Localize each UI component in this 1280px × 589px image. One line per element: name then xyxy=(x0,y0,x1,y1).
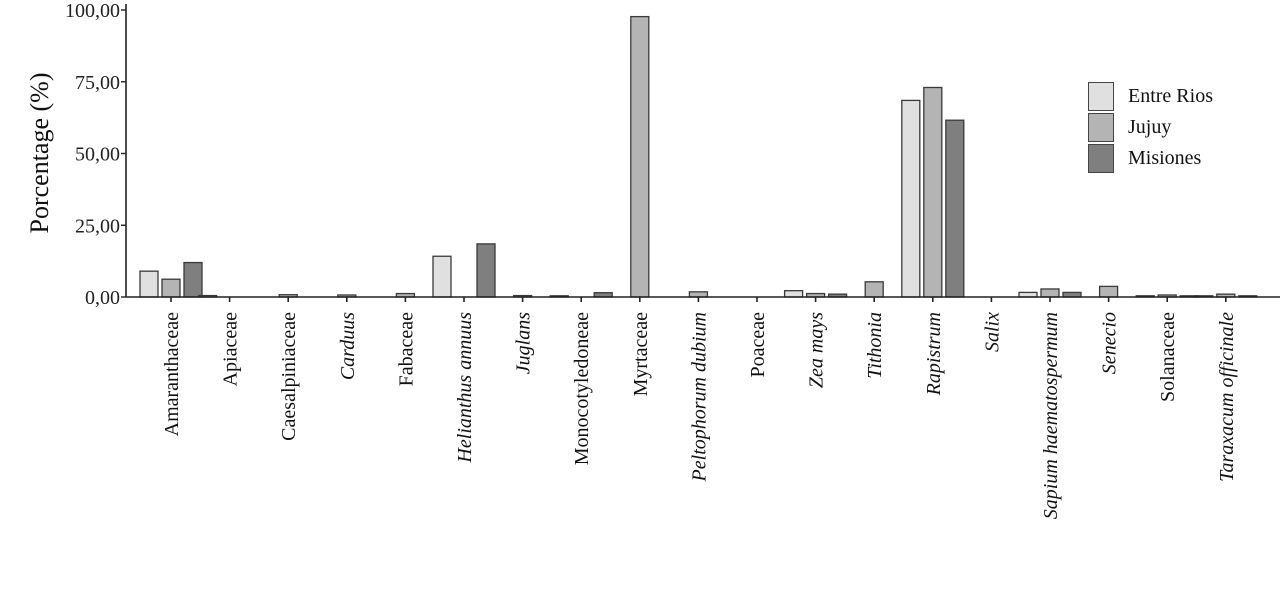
bar xyxy=(923,86,943,298)
legend-label: Jujuy xyxy=(1128,116,1172,138)
x-tick-label: Apiaceae xyxy=(220,312,242,387)
x-tick-label: Amaranthaceae xyxy=(161,312,183,436)
y-tick-label: 25,00 xyxy=(75,215,120,237)
legend-label: Misiones xyxy=(1128,147,1202,169)
bar xyxy=(161,278,181,298)
bar xyxy=(1098,285,1119,298)
y-tick-label: 75,00 xyxy=(75,72,120,94)
x-tick-label: Poaceae xyxy=(747,312,769,378)
x-tick-label: Fabaceae xyxy=(395,312,417,387)
x-tick-label: Tithonia xyxy=(864,312,886,379)
x-tick-label: Sapium haematospermum xyxy=(1040,312,1062,519)
x-tick-label: Carduus xyxy=(337,312,359,380)
bar xyxy=(1040,288,1060,298)
legend-swatch xyxy=(1088,82,1114,111)
bar xyxy=(630,15,650,298)
x-tick-label: Zea mays xyxy=(806,312,828,388)
x-tick-label: Taraxacum officinale xyxy=(1216,312,1238,482)
x-tick-label: Solanaceae xyxy=(1157,312,1179,402)
legend-swatch xyxy=(1088,144,1114,173)
y-tick-label: 0,00 xyxy=(85,287,120,309)
x-tick-label: Juglans xyxy=(513,312,535,374)
bar xyxy=(864,281,884,298)
x-tick-label: Salix xyxy=(981,312,1003,352)
x-tick-label: Monocotyledoneae xyxy=(571,312,593,465)
legend-item-entre-rios: Entre Rios xyxy=(1088,81,1213,112)
legend-swatch xyxy=(1088,113,1114,142)
bar xyxy=(901,99,921,298)
bar xyxy=(183,261,203,298)
x-tick-label: Rapistrum xyxy=(923,312,945,396)
x-tick-label: Caesalpiniaceae xyxy=(278,312,300,441)
y-tick-label: 100,00 xyxy=(65,0,120,22)
bar xyxy=(945,119,965,298)
legend-item-misiones: Misiones xyxy=(1088,143,1213,174)
bar xyxy=(476,243,496,298)
bar xyxy=(432,255,452,298)
bar xyxy=(139,270,159,298)
x-tick-label: Peltophorum dubium xyxy=(688,312,710,482)
bar xyxy=(783,290,804,298)
legend-label: Entre Rios xyxy=(1128,85,1213,107)
y-tick-label: 50,00 xyxy=(75,144,120,166)
y-axis-label: Porcentage (%) xyxy=(25,72,54,234)
x-tick-label: Myrtaceae xyxy=(630,312,652,397)
x-tick-label: Senecio xyxy=(1099,312,1121,374)
x-tick-label: Helianthus annuus xyxy=(454,312,476,464)
legend-item-jujuy: Jujuy xyxy=(1088,112,1213,143)
legend: Entre Rios Jujuy Misiones xyxy=(1088,81,1213,174)
